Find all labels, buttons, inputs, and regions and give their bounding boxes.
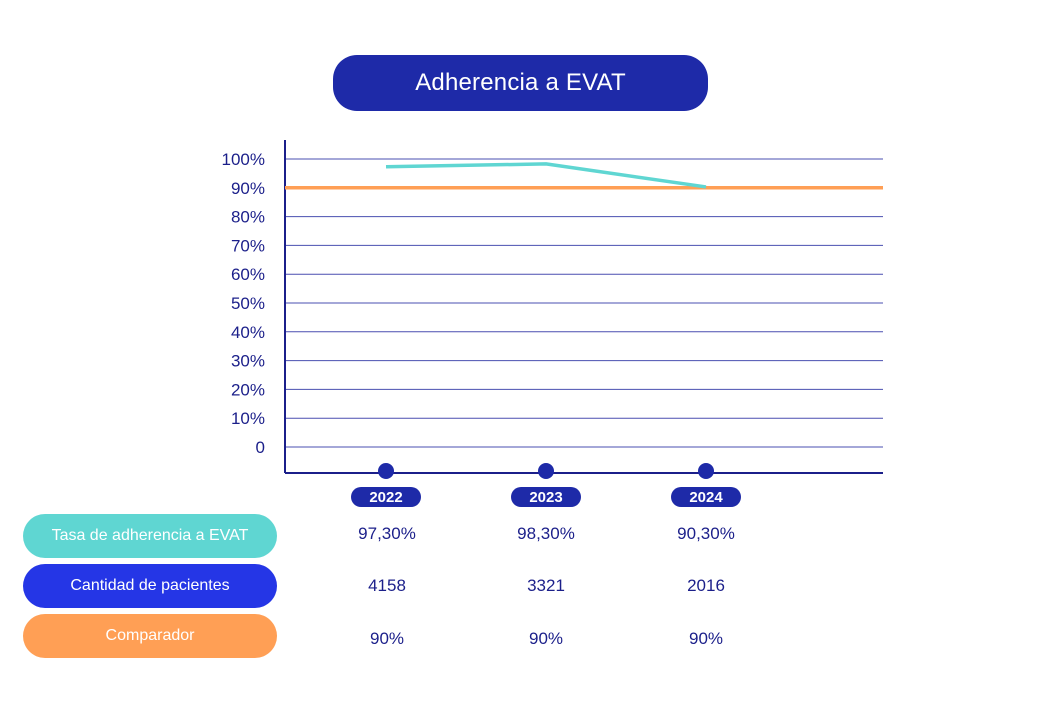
x-category-label: 2023 (529, 489, 562, 506)
y-tick-label: 50% (231, 294, 265, 313)
x-category-label: 2022 (369, 489, 402, 506)
y-tick-label: 70% (231, 236, 265, 255)
table-cell: 90% (528, 629, 564, 648)
x-category-pill (351, 487, 421, 507)
series-line-adherence (385, 162, 707, 189)
x-category-pill (511, 487, 581, 507)
x-category-label: 2024 (689, 489, 723, 506)
table-cell: 4158 (368, 576, 406, 595)
table-cell: 90% (688, 629, 724, 648)
axes (284, 140, 883, 474)
row-label-comparator: Comparador (23, 614, 277, 658)
y-tick-label: 60% (231, 265, 265, 284)
x-category-pill (671, 487, 741, 507)
gridlines (285, 158, 883, 448)
table-cell: 90% (369, 629, 405, 648)
y-tick-label: 30% (231, 352, 265, 371)
y-tick-label: 0 (256, 438, 265, 457)
table-cell: 98,30% (517, 524, 575, 543)
x-axis-categories: 2022 2023 2024 (351, 463, 741, 507)
y-tick-label: 40% (231, 323, 265, 342)
y-axis-ticks: 0 10% 20% 30% 40% 50% 60% 70% 80% 90% 100% (222, 150, 265, 457)
y-tick-label: 10% (231, 409, 265, 428)
x-tick-marker (378, 463, 394, 479)
x-tick-marker (538, 463, 554, 479)
table-cell: 97,30% (358, 524, 416, 543)
series-lines (285, 162, 883, 190)
x-tick-marker (698, 463, 714, 479)
table-cell: 90,30% (677, 524, 735, 543)
chart-title: Adherencia a EVAT (333, 55, 708, 111)
table-cell: 3321 (527, 576, 565, 595)
y-tick-label: 80% (231, 208, 265, 227)
row-label-adherence: Tasa de adherencia a EVAT (23, 514, 277, 558)
y-tick-label: 100% (222, 150, 265, 169)
y-tick-label: 90% (231, 179, 265, 198)
y-tick-label: 20% (231, 380, 265, 399)
row-label-patients: Cantidad de pacientes (23, 564, 277, 608)
table-cell: 2016 (687, 576, 725, 595)
